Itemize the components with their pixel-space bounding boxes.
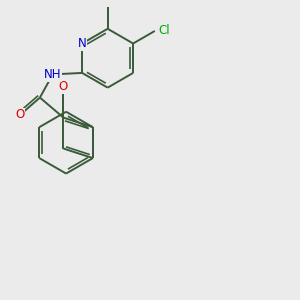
Text: Cl: Cl [158,25,170,38]
Text: O: O [59,80,68,93]
Text: N: N [78,37,86,50]
Text: NH: NH [44,68,61,81]
Text: O: O [15,109,25,122]
